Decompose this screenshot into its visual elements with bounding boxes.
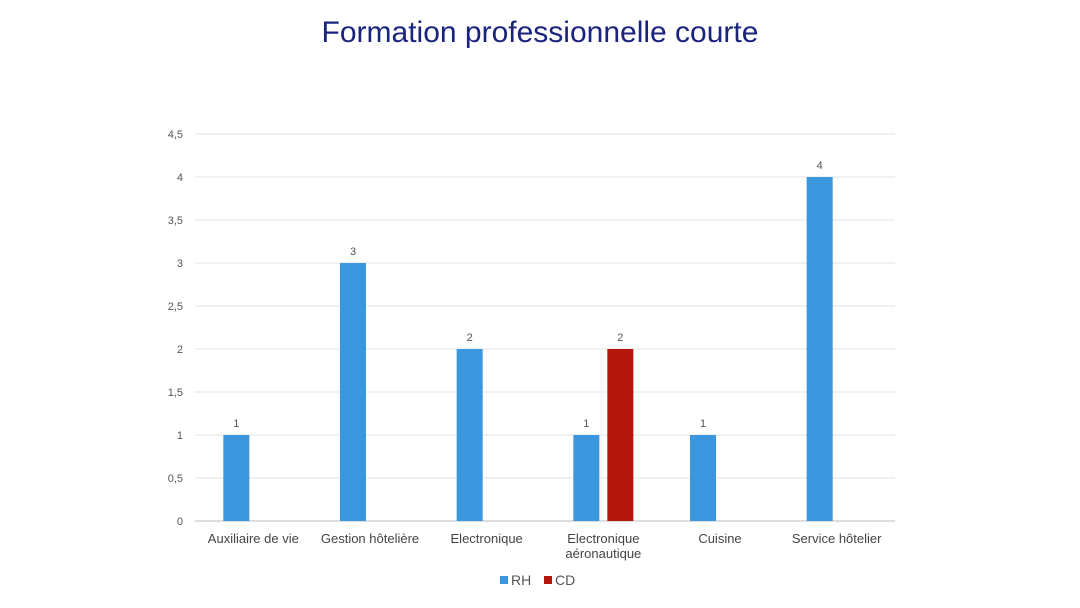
legend-swatch-cd — [544, 576, 552, 584]
data-label: 1 — [583, 418, 589, 430]
y-tick-label: 3,5 — [168, 215, 183, 227]
x-tick-label: aéronautique — [565, 546, 641, 561]
x-tick-label: Cuisine — [698, 531, 741, 546]
x-tick-label: Gestion hôtelière — [321, 531, 419, 546]
data-label: 2 — [467, 332, 473, 344]
data-label: 1 — [700, 418, 706, 430]
bar-rh — [223, 435, 250, 521]
legend-swatch-rh — [500, 576, 508, 584]
y-tick-label: 3 — [177, 258, 183, 270]
bar-rh — [806, 177, 833, 521]
x-tick-label: Electronique — [567, 531, 639, 546]
bar-rh — [573, 435, 600, 521]
x-tick-label: Service hôtelier — [792, 531, 882, 546]
y-tick-label: 1,5 — [168, 387, 183, 399]
y-tick-label: 2 — [177, 344, 183, 356]
y-tick-label: 2,5 — [168, 301, 183, 313]
bar-rh — [690, 435, 716, 521]
y-tick-label: 4,5 — [168, 129, 183, 141]
y-tick-label: 4 — [177, 172, 183, 184]
y-tick-label: 0,5 — [168, 473, 183, 485]
legend-label-rh: RH — [511, 572, 531, 588]
data-label: 3 — [350, 246, 356, 258]
y-tick-label: 0 — [177, 516, 183, 528]
y-tick-label: 1 — [177, 430, 183, 442]
bar-rh — [340, 263, 366, 521]
bar-rh — [456, 349, 483, 521]
data-label: 4 — [817, 160, 823, 172]
x-tick-label: Electronique — [451, 531, 523, 546]
data-label: 1 — [233, 418, 239, 430]
x-tick-label: Auxiliaire de vie — [208, 531, 299, 546]
legend-label-cd: CD — [555, 572, 575, 588]
bar-cd — [607, 349, 634, 521]
chart-title: Formation professionnelle courte — [321, 16, 759, 49]
data-label: 2 — [617, 332, 623, 344]
